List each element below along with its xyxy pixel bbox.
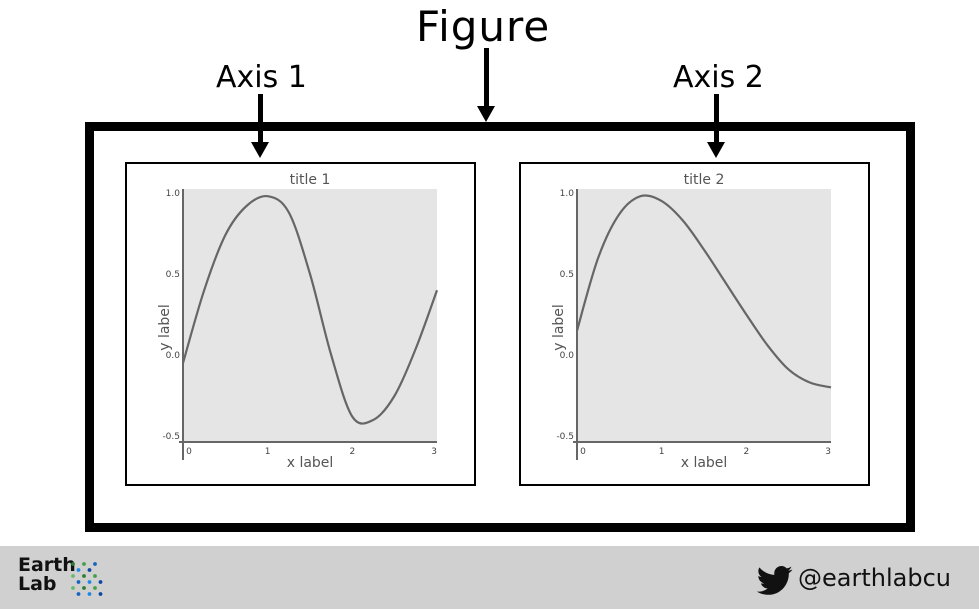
footer-bar: Earth Lab xyxy=(0,546,979,609)
y-tick-label: 1.0 xyxy=(560,189,575,199)
logo-dot xyxy=(71,562,75,566)
logo-dot xyxy=(82,586,86,590)
y-tick-label: 0.0 xyxy=(560,351,575,361)
x-tick-label: 1 xyxy=(265,447,271,457)
plot-background xyxy=(577,189,831,442)
axis-panel-2: 1.0 0.5 0.0 -0.5 0 1 2 3 title 2 x label y label xyxy=(519,162,870,486)
y-axis-label: y label xyxy=(157,304,173,351)
figure-label: Figure xyxy=(416,2,551,51)
plot-title: title 2 xyxy=(684,172,725,188)
x-tick-label: 0 xyxy=(186,447,192,457)
y-tick-label: 0.5 xyxy=(166,270,180,280)
chart-2-svg: 1.0 0.5 0.0 -0.5 0 1 2 3 title 2 x label y label xyxy=(551,172,832,471)
axis-panel-1: 1.0 0.5 0.0 -0.5 0 1 2 3 title 1 x label y label xyxy=(125,162,476,486)
logo-dot xyxy=(82,562,86,566)
series-line xyxy=(181,194,439,425)
x-axis-label: x label xyxy=(287,455,334,471)
y-tick-label: -0.5 xyxy=(556,432,574,442)
logo-dot xyxy=(98,580,103,584)
logo-dot xyxy=(93,562,97,566)
logo-line-2: Lab xyxy=(18,573,57,595)
logo-dot xyxy=(87,592,92,596)
logo-dot xyxy=(71,586,75,590)
series-line xyxy=(575,194,832,389)
chart-1-svg: 1.0 0.5 0.0 -0.5 0 1 2 3 title 1 x label y label xyxy=(157,172,439,471)
y-tick-label: -0.5 xyxy=(162,432,180,442)
y-tick-label: 1.0 xyxy=(166,189,181,199)
logo-dot xyxy=(82,574,86,578)
logo-dot xyxy=(71,574,75,578)
plot-background xyxy=(183,189,437,442)
axis-2-label: Axis 2 xyxy=(673,60,764,95)
x-axis-label: x label xyxy=(681,455,728,471)
axis-1-label: Axis 1 xyxy=(216,60,307,95)
logo-dot xyxy=(87,568,92,572)
logo-dot xyxy=(76,568,81,572)
y-axis-label: y label xyxy=(551,304,567,351)
plot-title: title 1 xyxy=(290,172,331,188)
logo-dot xyxy=(98,592,103,596)
twitter-bird-icon xyxy=(757,566,793,595)
logo-dot xyxy=(76,580,81,584)
logo-line-1: Earth xyxy=(18,554,76,576)
x-tick-label: 3 xyxy=(825,447,831,457)
earth-lab-logo: Earth Lab xyxy=(18,556,78,594)
x-tick-label: 2 xyxy=(349,447,355,457)
figure-frame xyxy=(85,122,915,532)
logo-dot xyxy=(87,580,92,584)
x-tick-label: 1 xyxy=(659,447,665,457)
twitter-handle[interactable]: @earthlabcu xyxy=(798,564,951,592)
x-tick-label: 3 xyxy=(431,447,437,457)
logo-dot xyxy=(76,592,81,596)
x-tick-label: 2 xyxy=(743,447,749,457)
y-tick-label: 0.0 xyxy=(166,351,181,361)
x-tick-label: 0 xyxy=(580,447,586,457)
logo-dot xyxy=(93,586,97,590)
logo-dots-icon xyxy=(71,562,103,596)
y-tick-label: 0.5 xyxy=(560,270,574,280)
logo-dot xyxy=(93,574,97,578)
